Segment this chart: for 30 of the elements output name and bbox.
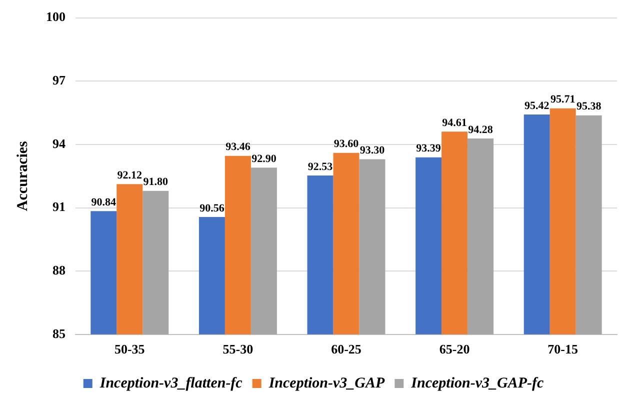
data-label: 94.28 (468, 124, 494, 136)
y-tick-label: 85 (52, 326, 66, 341)
legend-label: Inception-v3_GAP-fc (410, 375, 544, 392)
x-tick-label: 60-25 (331, 342, 362, 357)
data-label: 95.71 (550, 94, 576, 106)
data-label: 90.56 (200, 202, 225, 214)
data-label: 92.53 (308, 160, 334, 173)
data-label: 95.38 (576, 100, 602, 113)
data-label: 90.84 (91, 196, 117, 208)
y-tick-label: 94 (52, 136, 66, 151)
y-axis-title: Accuracies (14, 140, 31, 212)
data-label: 95.42 (524, 100, 550, 112)
data-label: 94.61 (442, 116, 467, 129)
data-label: 91.80 (143, 176, 169, 188)
data-label: 93.46 (226, 141, 251, 154)
x-tick-label: 50-35 (114, 342, 146, 357)
legend-label: Inception-v3_GAP (268, 375, 386, 392)
y-tick-label: 100 (46, 9, 66, 24)
x-tick-label: 70-15 (548, 342, 579, 357)
data-label: 93.60 (334, 138, 360, 150)
x-tick-label: 65-20 (439, 342, 470, 357)
data-label: 93.39 (416, 142, 442, 155)
y-tick-label: 97 (52, 72, 66, 88)
data-label: 93.30 (360, 144, 386, 157)
x-tick-label: 55-30 (222, 342, 254, 357)
data-label: 92.90 (252, 153, 277, 165)
y-tick-label: 91 (52, 199, 66, 214)
legend-label: Inception-v3_flatten-fc (98, 375, 243, 392)
data-label: 92.12 (117, 169, 143, 182)
y-tick-label: 88 (52, 262, 66, 278)
